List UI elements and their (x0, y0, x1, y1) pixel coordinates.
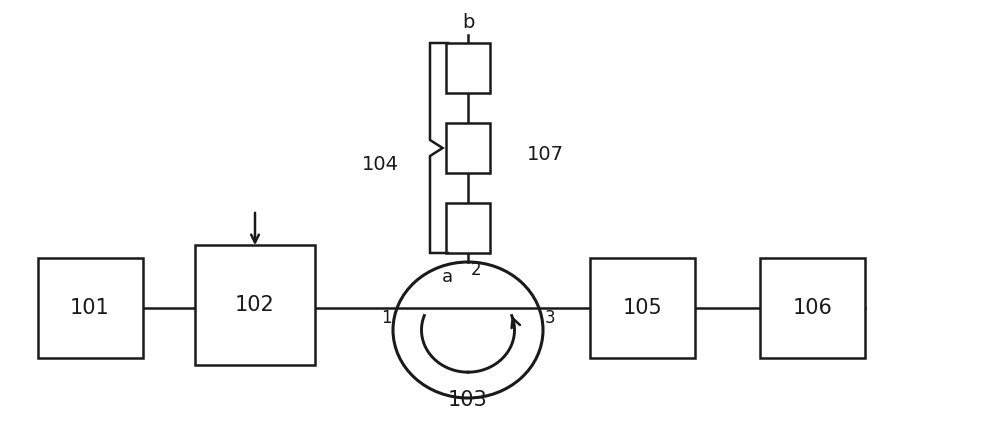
Text: 105: 105 (623, 298, 663, 318)
Bar (195, 245, 315, 365)
Text: 107: 107 (526, 146, 564, 165)
Text: 103: 103 (448, 390, 488, 410)
Bar (446, 43, 490, 93)
Text: 3: 3 (545, 309, 555, 327)
Text: 1: 1 (381, 309, 391, 327)
Text: 2: 2 (471, 261, 481, 279)
Bar (38, 258, 143, 358)
Bar (446, 123, 490, 173)
Text: 106: 106 (793, 298, 833, 318)
Bar (590, 258, 695, 358)
Text: a: a (441, 268, 453, 286)
Bar (446, 203, 490, 253)
Bar (760, 258, 865, 358)
Text: b: b (462, 13, 474, 32)
Text: 101: 101 (70, 298, 110, 318)
Text: 102: 102 (235, 295, 275, 315)
Text: 104: 104 (362, 155, 398, 175)
